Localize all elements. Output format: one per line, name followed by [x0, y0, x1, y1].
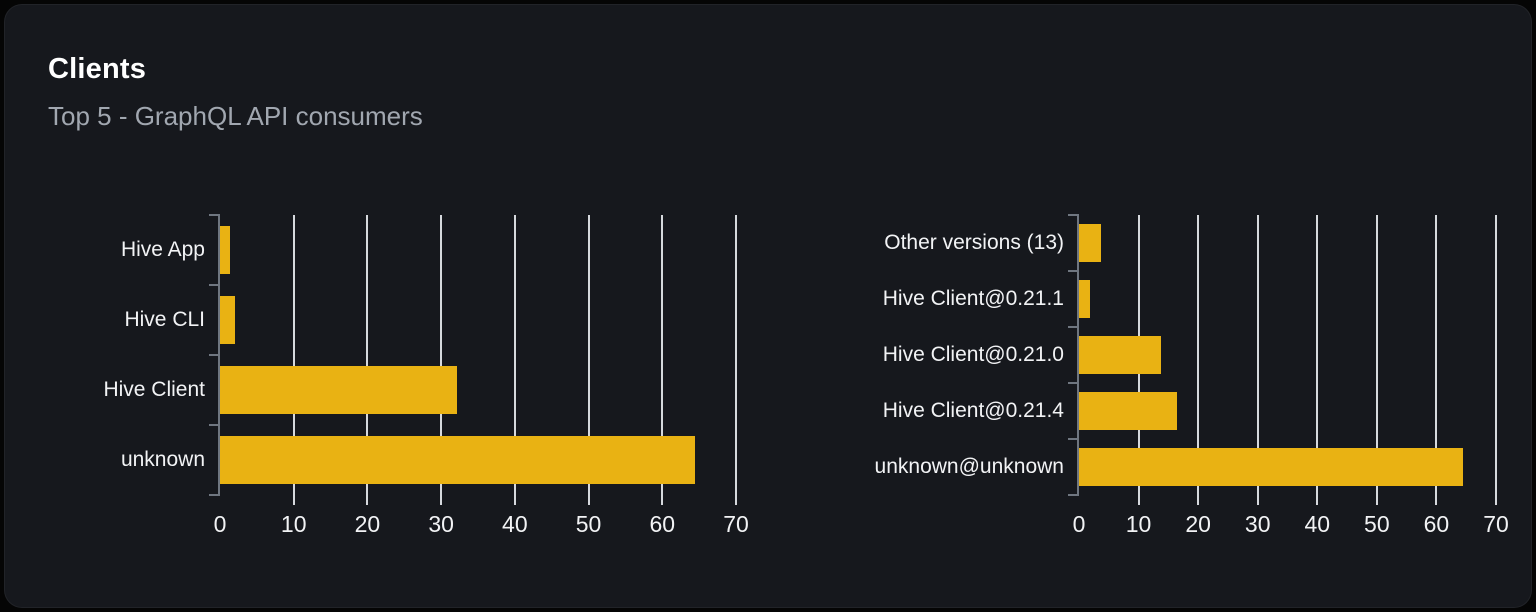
gridline	[292, 215, 295, 505]
x-tick-label: 10	[1125, 511, 1152, 537]
chart-row: Other versions (13)	[884, 215, 1496, 271]
clients-card: Clients Top 5 - GraphQL API consumers Hi…	[4, 4, 1532, 608]
gridline	[1197, 215, 1200, 505]
y-axis-tick	[1068, 326, 1079, 328]
y-axis-tick	[209, 424, 220, 426]
gridline	[1256, 215, 1259, 505]
bar	[220, 436, 695, 484]
bar	[1079, 447, 1463, 487]
bar	[220, 366, 458, 414]
gridline	[513, 215, 516, 505]
y-axis-line	[1077, 215, 1079, 495]
y-axis-label: unknown	[120, 448, 205, 471]
gridline	[587, 215, 590, 505]
y-axis-label: Other versions (13)	[884, 231, 1064, 254]
x-tick-label: 40	[1304, 511, 1331, 537]
y-axis-label: Hive CLI	[124, 308, 205, 331]
bar	[1079, 391, 1177, 431]
chart-row: Hive Client@0.21.1	[883, 271, 1496, 327]
y-axis-label: unknown@unknown	[874, 455, 1064, 478]
y-axis-label: Hive Client@0.21.4	[882, 399, 1064, 422]
x-tick-label: 60	[1423, 511, 1450, 537]
x-tick-label: 20	[1185, 511, 1211, 537]
chart-row: Hive App	[121, 215, 736, 285]
x-tick-label: 20	[354, 511, 381, 537]
gridline	[366, 215, 369, 505]
chart-row: Hive Client	[103, 355, 736, 425]
gridline	[735, 215, 737, 505]
card-subtitle: Top 5 - GraphQL API consumers	[48, 101, 423, 131]
bar	[1079, 335, 1161, 375]
y-axis-tick	[209, 284, 220, 286]
x-tick-label: 30	[428, 511, 454, 537]
y-axis-label: Hive App	[120, 238, 205, 261]
x-tick-label: 10	[280, 511, 307, 537]
gridline	[440, 215, 443, 505]
card-title: Clients	[48, 53, 147, 85]
x-tick-label: 40	[502, 511, 528, 537]
gridline	[1435, 215, 1438, 505]
y-axis-tick	[1068, 494, 1079, 496]
x-tick-label: 30	[1244, 511, 1271, 537]
chart-row: Hive CLI	[124, 285, 736, 355]
x-tick-label: 50	[575, 511, 602, 537]
gridline	[1316, 215, 1319, 505]
y-axis-tick	[209, 354, 220, 356]
y-axis-tick	[1068, 214, 1079, 216]
x-tick-label: 50	[1364, 511, 1390, 537]
gridline	[1495, 215, 1497, 505]
y-axis-label: Hive Client@0.21.1	[882, 287, 1064, 310]
chart-row: Hive Client@0.21.0	[883, 327, 1496, 383]
chart-row: Hive Client@0.21.4	[883, 383, 1496, 439]
clients-by-version-chart: Other versions (13) Hive Client@0.21.1 Hiv…	[875, 214, 1509, 537]
x-tick-label: 70	[723, 511, 749, 537]
y-axis-label: Hive Client@0.21.0	[882, 343, 1064, 366]
x-tick-label: 70	[1483, 511, 1509, 537]
bar	[1079, 279, 1090, 319]
bar	[220, 296, 235, 344]
y-axis-tick	[209, 214, 220, 216]
y-axis-tick	[1068, 270, 1079, 272]
y-axis-label: Hive Client	[103, 378, 205, 401]
y-axis-tick	[1068, 382, 1079, 384]
gridline	[1375, 215, 1378, 505]
x-tick-label: 0	[1072, 511, 1086, 537]
x-tick-label: 60	[649, 511, 676, 537]
chart-row: unknown	[121, 425, 736, 495]
y-axis-tick	[1068, 438, 1079, 440]
clients-by-name-chart: Hive App Hive CLI Hive Client unknown 0 10 20 3…	[103, 214, 749, 537]
bar	[1079, 223, 1102, 263]
x-tick-label: 0	[213, 511, 227, 537]
gridline	[661, 215, 664, 505]
bar	[220, 226, 231, 274]
y-axis-tick	[209, 494, 220, 496]
chart-row: unknown@unknown	[875, 439, 1496, 495]
